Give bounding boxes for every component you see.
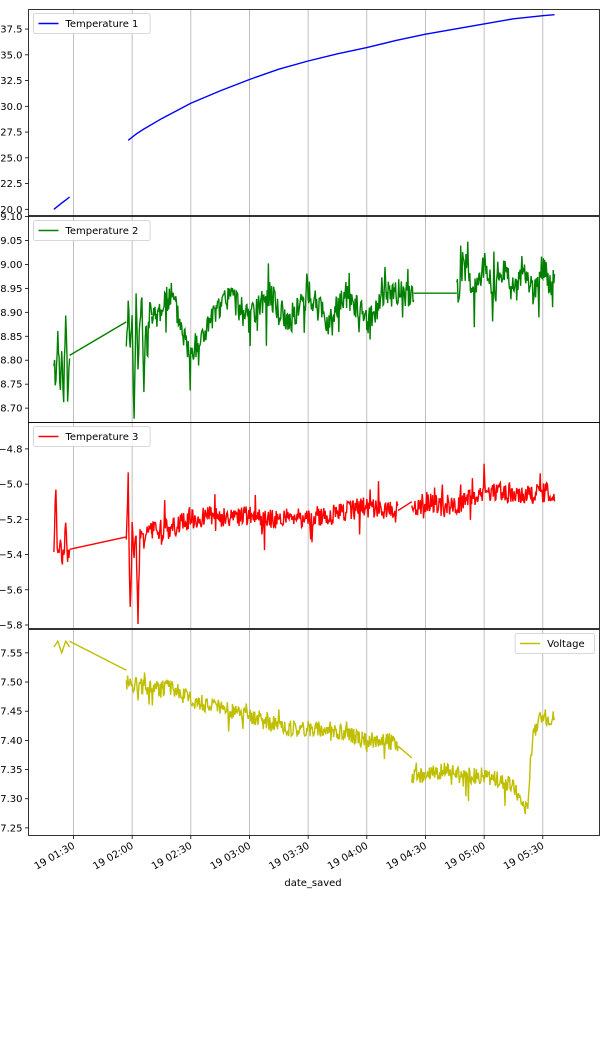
subplot-4: 7.25 7.30 7.35 7.40 7.45 7.50 7.55 Voltage: [0, 629, 600, 836]
y-tick-label: 7.40: [0, 736, 22, 747]
x-tick-label: 19 02:30: [150, 841, 194, 873]
y-tick-label: 8.75: [0, 380, 22, 391]
x-tick-label: 19 05:00: [443, 841, 487, 873]
series-line-segment-6: [411, 463, 556, 520]
subplot-1: 20.0 22.5 25.0 27.5 30.0 32.5 35.0 37.5 Temperat…: [0, 9, 600, 216]
axes-frame: [28, 9, 600, 216]
y-tick-label: 8.70: [0, 404, 22, 415]
y-tick-label: −4.8: [0, 444, 23, 455]
series-line-segment-1: [53, 489, 71, 565]
y-tick-label: 7.55: [0, 648, 22, 659]
series-group: [53, 463, 556, 625]
series-line-segment-1: [53, 196, 71, 210]
legend: Temperature 1: [33, 13, 151, 34]
x-tick-label: 19 04:30: [385, 841, 429, 873]
x-tick-label: 19 04:00: [326, 841, 370, 873]
x-tick-label: 19 03:30: [267, 841, 311, 873]
legend-box: [33, 220, 151, 241]
series-line-segment-2: [69, 536, 127, 550]
y-tick-label: 8.85: [0, 332, 22, 343]
legend-box: [33, 426, 151, 447]
legend-box: [514, 633, 595, 654]
series-line-segment-4: [397, 745, 413, 759]
x-tick-label: 19 01:30: [33, 841, 77, 873]
series-line-segment-4: [151, 481, 399, 551]
legend-box: [33, 13, 151, 34]
y-tick-label: 35.0: [0, 50, 22, 61]
series-line-segment-5: [397, 501, 413, 512]
series-line-segment-3: [125, 672, 399, 760]
y-tick-label: 9.00: [0, 260, 22, 271]
y-tick-label: 9.05: [0, 236, 22, 247]
axes-frame: [28, 216, 600, 423]
y-tick-label: −5.0: [0, 480, 23, 491]
subplot-3: −5.8 −5.6 −5.4 −5.2 −5.0 −4.8 Temperature 3: [0, 422, 600, 631]
series-line-segment-1: [53, 639, 71, 655]
subplot-2: 8.70 8.75 8.80 8.85 8.90 8.95 9.00 9.05 9.10 Temp…: [0, 212, 600, 423]
series-line-segment-4: [151, 263, 415, 391]
axes-frame: [28, 422, 600, 629]
y-tick-label: 25.0: [0, 153, 22, 164]
y-tick-label: 9.10: [0, 212, 22, 223]
series-group: [53, 639, 556, 815]
y-tick-label: 7.30: [0, 794, 22, 805]
series-line-segment-1: [53, 315, 71, 403]
y-tick-label: −5.4: [0, 550, 23, 561]
y-tick-label: 8.80: [0, 356, 22, 367]
series-group: [53, 241, 556, 419]
y-tick-label: 7.35: [0, 765, 22, 776]
legend-label: Voltage: [547, 639, 585, 650]
legend: Voltage: [514, 633, 595, 654]
x-tick-label: 19 02:00: [91, 841, 135, 873]
series-line-segment-6: [456, 241, 556, 328]
legend: Temperature 3: [33, 426, 151, 447]
y-tick-label: 22.5: [0, 179, 22, 190]
series-line-segment-5: [411, 709, 556, 815]
legend: Temperature 2: [33, 220, 151, 241]
y-tick-label: 20.0: [0, 205, 22, 216]
series-line-segment-2: [127, 14, 555, 141]
y-tick-label: 7.45: [0, 707, 22, 718]
x-tick-label: 19 05:30: [502, 841, 546, 873]
x-axis-ticks: 19 01:30 19 02:00 19 02:30 19 03:00 19 03:30…: [33, 835, 546, 873]
x-tick-label: 19 03:00: [209, 841, 253, 873]
legend-label: Temperature 1: [65, 19, 139, 30]
axes-frame: [28, 629, 600, 836]
series-line-segment-3: [125, 472, 153, 625]
y-tick-label: 27.5: [0, 128, 22, 139]
y-tick-label: 37.5: [0, 25, 22, 36]
y-tick-label: 30.0: [0, 102, 22, 113]
y-tick-label: 7.50: [0, 678, 22, 689]
series-line-segment-3: [125, 293, 153, 419]
y-tick-label: 7.25: [0, 823, 22, 834]
y-tick-label: 8.90: [0, 308, 22, 319]
y-tick-label: 8.95: [0, 284, 22, 295]
series-group: [53, 14, 555, 210]
subplot-stack: 20.0 22.5 25.0 27.5 30.0 32.5 35.0 37.5 Temperat…: [0, 9, 600, 836]
legend-label: Temperature 2: [65, 226, 139, 237]
series-line-segment-2: [69, 640, 127, 671]
y-tick-label: −5.2: [0, 515, 23, 526]
y-tick-label: −5.8: [0, 620, 23, 631]
y-tick-label: 32.5: [0, 76, 22, 87]
x-axis-label: date_saved: [284, 878, 341, 889]
legend-label: Temperature 3: [65, 432, 139, 443]
series-line-segment-2: [69, 321, 127, 357]
y-tick-label: −5.6: [0, 585, 23, 596]
